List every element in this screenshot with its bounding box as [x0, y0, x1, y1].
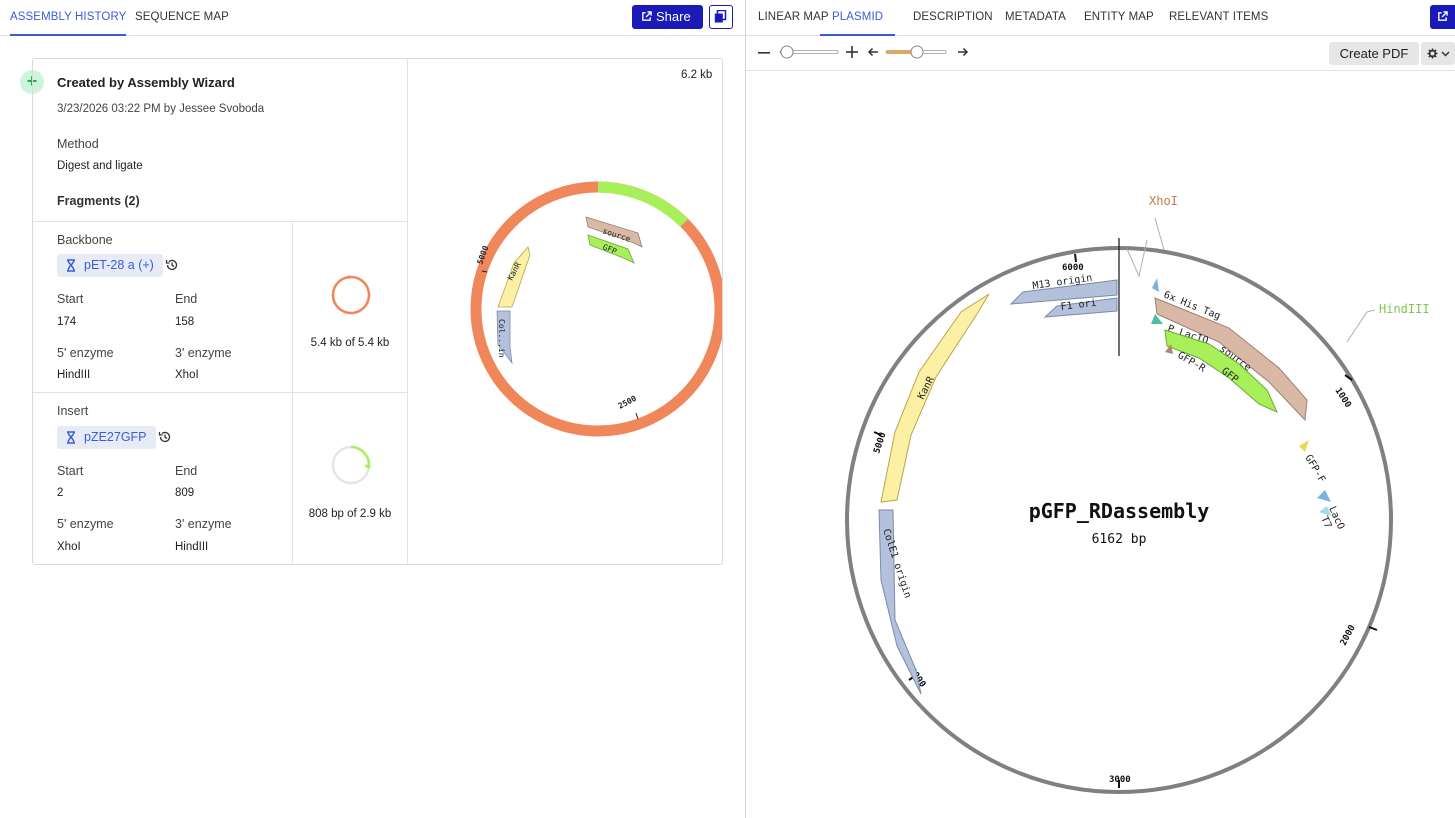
xhoi-site-label: XhoI: [1149, 194, 1178, 208]
left-tab-bar: ASSEMBLY HISTORY SEQUENCE MAP Share: [0, 0, 745, 36]
assembly-author: Jessee Svoboda: [179, 103, 265, 115]
start-value: 174: [57, 316, 77, 328]
zoom-out-icon[interactable]: [758, 51, 770, 55]
tick-3000: 3000: [1109, 775, 1131, 785]
insert-coverage-ring: [331, 445, 371, 485]
backbone-coverage-ring: [331, 275, 371, 315]
tab-metadata[interactable]: METADATA: [1005, 11, 1066, 23]
backbone-coverage: 5.4 kb of 5.4 kb: [310, 337, 390, 349]
total-size: 6.2 kb: [681, 69, 713, 81]
enzyme5-label: 5' enzyme: [57, 346, 114, 360]
fragment-name: pZE27GFP: [84, 430, 147, 444]
zoom-slider[interactable]: [776, 44, 840, 60]
assembly-date: 3/23/2026 03:22 PM: [57, 103, 161, 115]
enzyme3-value: XhoI: [175, 369, 199, 381]
gfp-f-label: GFP-F: [1302, 453, 1327, 485]
hindiii-site-label: HindIII: [1379, 302, 1430, 316]
create-pdf-button[interactable]: Create PDF: [1329, 42, 1419, 65]
share-button[interactable]: Share: [632, 5, 703, 29]
plasmid-map: 6000 1000 2000 3000 4000 5000 XhoI HindI…: [845, 194, 1430, 794]
plasmid-name: pGFP_RDassembly: [1029, 499, 1210, 523]
open-external-button[interactable]: [1430, 5, 1455, 29]
source-feature: [585, 216, 643, 248]
assembly-mini-map: source GFP KanR Col...in 5000 2500: [470, 181, 722, 437]
tick-5000: 5000: [872, 431, 888, 455]
zoom-in-icon[interactable]: [846, 46, 858, 58]
tab-entity-map[interactable]: ENTITY MAP: [1084, 11, 1154, 23]
dna-icon: [67, 431, 75, 444]
fragment-role: Insert: [57, 404, 89, 418]
rotation-slider[interactable]: [884, 44, 950, 60]
rotate-left-icon[interactable]: [867, 46, 879, 58]
plasmid-length: 6162 bp: [1092, 532, 1147, 547]
fragment-role: Backbone: [57, 233, 113, 247]
end-label: End: [175, 292, 198, 306]
history-icon[interactable]: [158, 430, 172, 444]
dna-icon: [67, 259, 75, 272]
insert-arc: [597, 181, 688, 227]
tab-assembly-history[interactable]: ASSEMBLY HISTORY: [10, 0, 127, 36]
rotate-right-icon[interactable]: [957, 46, 969, 58]
copy-button[interactable]: [709, 5, 733, 29]
start-value: 2: [57, 487, 64, 499]
enzyme5-value: HindIII: [57, 369, 91, 381]
share-label: Share: [656, 9, 691, 24]
by-label: by: [163, 103, 176, 115]
history-icon[interactable]: [165, 258, 179, 272]
tick-2500: 2500: [617, 394, 638, 411]
cole1-feature-label: Col...in: [497, 319, 506, 358]
method-label: Method: [57, 137, 99, 151]
end-value: 809: [175, 487, 195, 499]
cole1-feature: [496, 310, 513, 365]
tick-6000: 6000: [1062, 263, 1084, 273]
end-label: End: [175, 464, 198, 478]
start-label: Start: [57, 464, 84, 478]
enzyme5-value: XhoI: [57, 541, 81, 553]
enzyme5-label: 5' enzyme: [57, 517, 114, 531]
right-tab-bar: LINEAR MAP PLASMID DESCRIPTION METADATA …: [746, 0, 1455, 36]
tick-2000: 2000: [1339, 624, 1358, 648]
tick-1000: 1000: [1332, 386, 1352, 410]
assembly-meta: 3/23/2026 03:22 PM by Jessee Svoboda: [57, 103, 264, 115]
enzyme3-value: HindIII: [175, 541, 209, 553]
method-value: Digest and ligate: [57, 160, 143, 172]
assembly-card: Created by Assembly Wizard 3/23/2026 03:…: [32, 58, 723, 565]
map-toolbar: Create PDF: [746, 37, 1455, 71]
chevron-down-icon: [1441, 51, 1450, 57]
tab-linear-map[interactable]: LINEAR MAP: [758, 11, 829, 23]
copy-icon: [714, 10, 727, 23]
end-value: 158: [175, 316, 195, 328]
external-link-icon: [1438, 11, 1448, 21]
gear-icon: [1427, 48, 1438, 59]
external-link-icon: [642, 11, 652, 21]
enzyme3-label: 3' enzyme: [175, 517, 232, 531]
start-label: Start: [57, 292, 84, 306]
tab-description[interactable]: DESCRIPTION: [913, 11, 993, 23]
f1-ori-label: F1 ori: [1060, 298, 1097, 313]
t7-label: T7: [1318, 515, 1333, 530]
tab-plasmid[interactable]: PLASMID: [820, 0, 896, 36]
assembly-panel: ASSEMBLY HISTORY SEQUENCE MAP Share + Cr…: [0, 0, 745, 565]
enzyme3-label: 3' enzyme: [175, 346, 232, 360]
settings-menu-button[interactable]: [1421, 42, 1455, 65]
gfp-feature: [587, 234, 635, 264]
fragment-name: pET-28 a (+): [84, 258, 154, 272]
fragment-link-backbone[interactable]: pET-28 a (+): [57, 254, 163, 277]
insert-coverage: 808 bp of 2.9 kb: [308, 508, 392, 520]
panel-divider[interactable]: [745, 0, 746, 818]
plasmid-panel: LINEAR MAP PLASMID DESCRIPTION METADATA …: [746, 0, 1455, 818]
tab-sequence-map[interactable]: SEQUENCE MAP: [135, 11, 229, 23]
fragment-link-insert[interactable]: pZE27GFP: [57, 426, 156, 449]
kanr-feature: [497, 246, 531, 308]
assembly-title: Created by Assembly Wizard: [57, 75, 235, 90]
tab-relevant-items[interactable]: RELEVANT ITEMS: [1169, 11, 1269, 23]
fragments-label: Fragments (2): [57, 194, 140, 208]
